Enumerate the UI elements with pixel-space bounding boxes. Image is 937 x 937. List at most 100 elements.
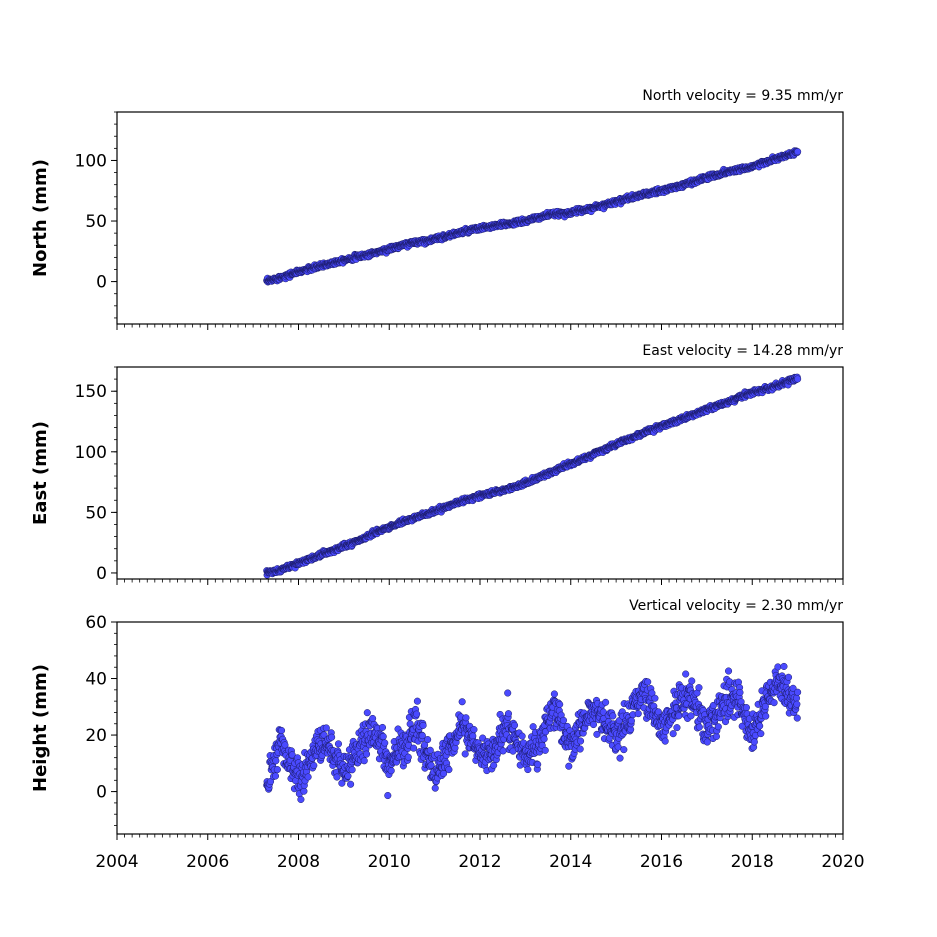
data-point (427, 761, 435, 769)
data-point (620, 746, 628, 754)
x-tick-label: 2020 (821, 852, 864, 872)
data-point (750, 738, 758, 746)
data-point (556, 700, 564, 708)
data-point (404, 753, 412, 761)
data-point (322, 724, 330, 732)
data-point (504, 689, 512, 697)
data-point (757, 730, 765, 738)
north-velocity-label: North velocity = 9.35 mm/yr (642, 88, 843, 104)
data-point (431, 784, 439, 792)
data-point (794, 148, 802, 156)
data-point (378, 723, 387, 732)
data-point (559, 716, 568, 724)
data-point (792, 694, 801, 702)
x-tick-label: 2006 (186, 852, 229, 872)
data-point (387, 767, 395, 775)
data-point (609, 712, 617, 720)
data-point (565, 762, 573, 770)
data-point (310, 761, 318, 770)
data-point (661, 737, 669, 745)
data-point (413, 710, 421, 718)
data-point (458, 698, 466, 706)
data-point (703, 738, 711, 746)
east-scatter-points (263, 373, 802, 579)
data-point (273, 766, 281, 774)
y-tick-label: 0 (96, 564, 107, 584)
data-point (675, 712, 683, 720)
data-point (272, 757, 280, 765)
data-point (499, 747, 507, 755)
data-point (384, 791, 392, 800)
height-axes-frame (116, 621, 844, 835)
data-point (550, 690, 558, 698)
data-point (793, 700, 801, 708)
data-point (328, 733, 336, 741)
data-point (682, 670, 690, 678)
data-point (774, 663, 782, 671)
data-point (462, 714, 470, 722)
y-tick-label: 0 (96, 783, 107, 803)
data-point (736, 688, 744, 697)
data-point (362, 750, 371, 758)
y-tick-label: 150 (75, 382, 107, 402)
data-point (780, 662, 788, 670)
east-x-ticks (116, 579, 844, 585)
x-tick-label: 2008 (277, 852, 320, 872)
data-point (344, 772, 352, 780)
height-x-ticks: 2004 2006 2008 2010 2012 2014 2016 2018 2020 (95, 834, 865, 872)
x-tick-label: 2004 (95, 852, 138, 872)
data-point (334, 740, 343, 748)
data-point (577, 737, 585, 745)
data-point (469, 732, 477, 740)
y-tick-label: 100 (75, 151, 107, 171)
x-tick-label: 2016 (640, 852, 683, 872)
data-point (540, 735, 548, 743)
x-tick-label: 2012 (458, 852, 501, 872)
y-tick-label: 40 (85, 670, 107, 690)
data-point (576, 745, 584, 753)
data-point (360, 757, 368, 765)
north-y-axis-label: North (mm) (30, 159, 51, 277)
y-tick-label: 20 (85, 726, 107, 746)
y-tick-label: 0 (96, 273, 107, 293)
east-y-ticks: 0 50 100 150 (75, 366, 117, 584)
data-point (794, 375, 802, 383)
y-tick-label: 60 (85, 613, 107, 633)
data-point (793, 714, 801, 722)
data-point (589, 721, 598, 729)
data-point (695, 684, 703, 692)
data-point (651, 694, 659, 702)
data-point (714, 723, 722, 731)
data-point (673, 724, 681, 732)
data-point (770, 699, 778, 707)
north-panel: 0 50 100 North velocity = 9.35 mm/yr North… (30, 88, 844, 330)
x-tick-label: 2018 (731, 852, 774, 872)
height-panel: 2004 2006 2008 2010 2012 2014 2016 2018 2020 0 20… (30, 598, 865, 872)
data-point (424, 736, 432, 744)
data-point (742, 704, 750, 712)
data-point (363, 709, 371, 717)
data-point (534, 760, 542, 769)
data-point (602, 698, 610, 706)
data-point (271, 772, 280, 780)
y-tick-label: 50 (85, 212, 107, 232)
data-point (410, 744, 418, 752)
east-panel: 0 50 100 150 East velocity = 14.28 mm/yr Ea… (30, 343, 844, 585)
data-point (348, 766, 356, 774)
data-point (756, 722, 764, 730)
height-y-ticks: 0 20 40 60 (85, 613, 117, 826)
y-tick-label: 100 (75, 443, 107, 463)
data-point (369, 714, 377, 723)
data-point (669, 730, 677, 738)
x-tick-label: 2014 (549, 852, 592, 872)
north-axes-frame (116, 111, 844, 325)
data-point (794, 688, 802, 696)
data-point (504, 710, 513, 718)
data-point (379, 732, 387, 741)
east-velocity-label: East velocity = 14.28 mm/yr (642, 343, 843, 359)
data-point (518, 732, 526, 740)
height-scatter-points (263, 662, 802, 804)
data-point (654, 708, 662, 716)
data-point (419, 721, 427, 729)
